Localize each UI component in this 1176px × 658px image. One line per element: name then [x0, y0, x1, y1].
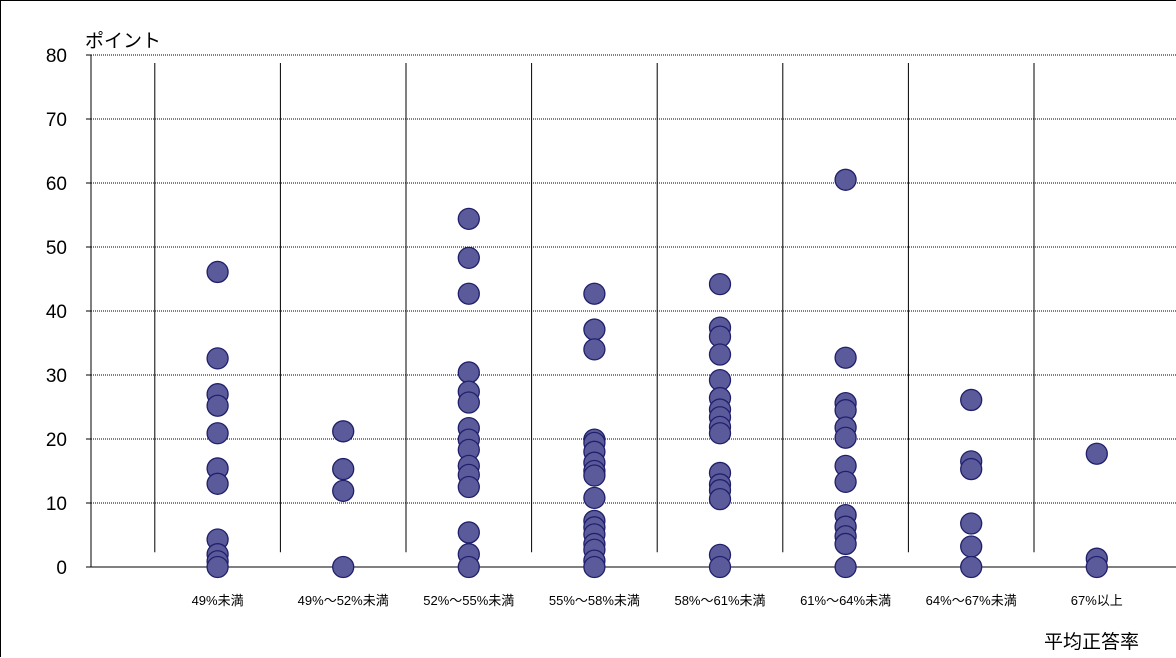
- data-point: [332, 420, 355, 443]
- y-tick-label: 50: [46, 238, 67, 259]
- data-point: [708, 343, 732, 366]
- data-point: [960, 388, 983, 412]
- data-point: [457, 361, 480, 384]
- data-point: [834, 555, 857, 579]
- data-point: [457, 207, 480, 230]
- data-point: [708, 422, 732, 445]
- y-tick-labels: 0 10 20 30 40 50 60 70 80: [46, 46, 67, 579]
- data-point: [206, 422, 229, 445]
- data-point: [332, 457, 355, 481]
- x-category-label: 49%未満: [192, 593, 244, 608]
- data-point: [583, 486, 606, 510]
- data-point: [834, 470, 857, 494]
- data-point: [457, 246, 480, 270]
- data-point: [457, 391, 480, 414]
- y-tick-label: 0: [56, 558, 67, 579]
- data-point: [457, 521, 480, 544]
- data-point: [960, 555, 983, 579]
- y-tick-label: 40: [46, 302, 67, 323]
- y-tick-label: 20: [46, 430, 67, 451]
- x-category-label: 55%～58%未満: [549, 593, 640, 608]
- x-category-labels: 49%未満 49%～52%未満 52%～55%未満 55%～58%未満 58%～61%未…: [192, 593, 1123, 608]
- x-category-label: 49%～52%未満: [298, 593, 389, 608]
- data-point: [332, 479, 355, 502]
- data-point: [583, 338, 606, 361]
- data-point: [960, 457, 983, 481]
- x-category-label: 67%以上: [1071, 593, 1123, 608]
- data-point: [206, 347, 229, 370]
- x-category-label: 52%～55%未満: [423, 593, 514, 608]
- data-point: [332, 555, 355, 579]
- data-point: [708, 488, 732, 511]
- x-category-label: 58%～61%未満: [674, 593, 765, 608]
- data-point: [583, 318, 606, 341]
- data-point: [457, 282, 480, 305]
- data-point: [960, 535, 983, 558]
- y-tick-label: 80: [46, 46, 67, 67]
- y-tick-label: 30: [46, 366, 67, 387]
- x-axis-title: 平均正答率: [1044, 631, 1139, 653]
- y-axis-title: ポイント: [85, 30, 161, 52]
- data-point: [583, 464, 606, 487]
- data-point: [834, 346, 857, 369]
- x-category-label: 64%～67%未満: [926, 593, 1017, 608]
- data-point: [960, 512, 983, 535]
- y-tick-label: 60: [46, 174, 67, 195]
- data-point: [708, 555, 732, 579]
- data-point: [834, 532, 857, 556]
- axes: [86, 54, 1176, 568]
- data-point: [834, 168, 857, 191]
- y-tick-label: 70: [46, 110, 67, 131]
- data-point: [708, 272, 732, 296]
- data-point: [206, 472, 229, 495]
- data-point: [583, 555, 606, 579]
- data-point: [834, 426, 857, 449]
- data-point: [583, 282, 606, 305]
- data-point: [1085, 442, 1108, 465]
- data-point: [206, 555, 229, 579]
- data-point: [206, 394, 229, 417]
- data-points: [206, 168, 1108, 579]
- data-point: [457, 475, 480, 499]
- x-category-label: 61%～64%未満: [800, 593, 891, 608]
- category-separators: [154, 63, 1035, 553]
- gridlines: [91, 54, 1176, 504]
- data-point: [1085, 555, 1108, 579]
- data-point: [457, 555, 480, 579]
- y-tick-label: 10: [46, 494, 67, 515]
- data-point: [206, 260, 229, 284]
